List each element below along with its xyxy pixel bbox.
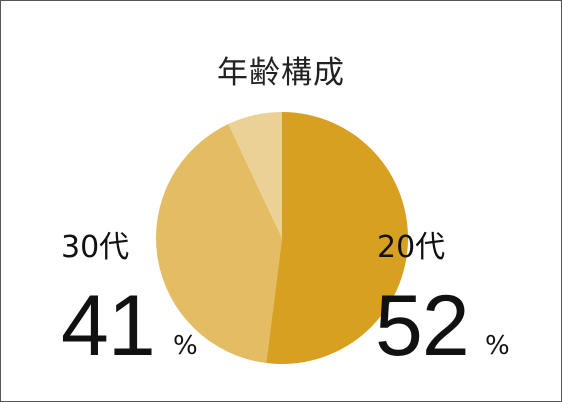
slice-unit-30s: % <box>173 331 198 361</box>
slice-label-30s: 30代 <box>61 230 130 265</box>
slice-value-20s: 52 <box>375 278 470 374</box>
slice-label-20s: 20代 <box>377 230 446 265</box>
pie-slices <box>155 112 408 364</box>
pie-slice-other <box>228 112 282 238</box>
pie-slice-20s <box>266 112 408 364</box>
pie-slice-30s <box>155 123 282 364</box>
chart-title: 年齢構成 <box>217 55 345 91</box>
slice-unit-20s: % <box>485 331 510 361</box>
slice-value-30s: 41 <box>61 278 156 374</box>
